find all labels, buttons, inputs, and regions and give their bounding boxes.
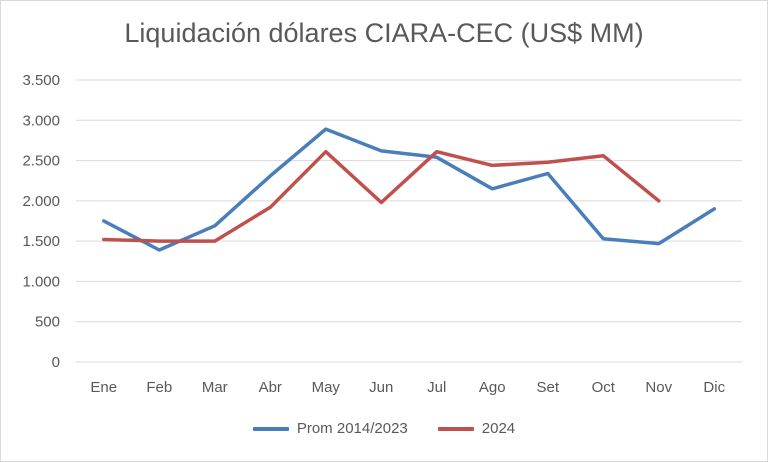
x-tick-label: Set: [536, 379, 559, 396]
legend-label-prom: Prom 2014/2023: [296, 420, 408, 437]
gridlines: [76, 79, 742, 363]
x-tick-label: Mar: [202, 379, 228, 396]
y-tick-label: 1.500: [22, 233, 60, 250]
legend-swatch-2024: [437, 426, 474, 431]
x-tick-label: Oct: [592, 379, 616, 396]
series-line-2024: [102, 149, 661, 243]
y-tick-label: 3.000: [22, 112, 60, 129]
y-axis-ticks: 0 500 1.000 1.500 2.000 2.500 3.000 3.500: [22, 72, 60, 371]
y-tick-label: 500: [35, 314, 60, 331]
series-lines: [102, 127, 717, 252]
x-tick-label: Feb: [146, 379, 172, 396]
y-tick-label: 2.000: [22, 193, 60, 210]
legend-swatch-prom: [252, 426, 289, 431]
x-tick-label: Nov: [645, 379, 672, 396]
x-tick-label: Dic: [703, 379, 725, 396]
x-tick-label: Ene: [90, 379, 117, 396]
y-tick-label: 3.500: [22, 72, 60, 89]
legend-label-2024: 2024: [481, 420, 516, 437]
chart-title: Liquidación dólares CIARA-CEC (US$ MM): [124, 18, 644, 48]
x-tick-label: Ago: [479, 379, 506, 396]
legend: Prom 2014/2023 2024: [0, 420, 768, 437]
legend-item-prom: Prom 2014/2023: [252, 420, 408, 437]
y-tick-label: 2.500: [22, 153, 60, 170]
y-tick-label: 0: [52, 354, 60, 371]
legend-item-2024: 2024: [437, 420, 516, 437]
x-tick-label: Jul: [427, 379, 446, 396]
y-tick-label: 1.000: [22, 273, 60, 290]
x-tick-label: Abr: [259, 379, 282, 396]
x-tick-label: Jun: [369, 379, 393, 396]
series-line-prom: [102, 127, 717, 252]
x-tick-label: May: [312, 379, 341, 396]
x-axis-ticks: Ene Feb Mar Abr May Jun Jul Ago Set Oct Nov Dic: [90, 379, 725, 396]
